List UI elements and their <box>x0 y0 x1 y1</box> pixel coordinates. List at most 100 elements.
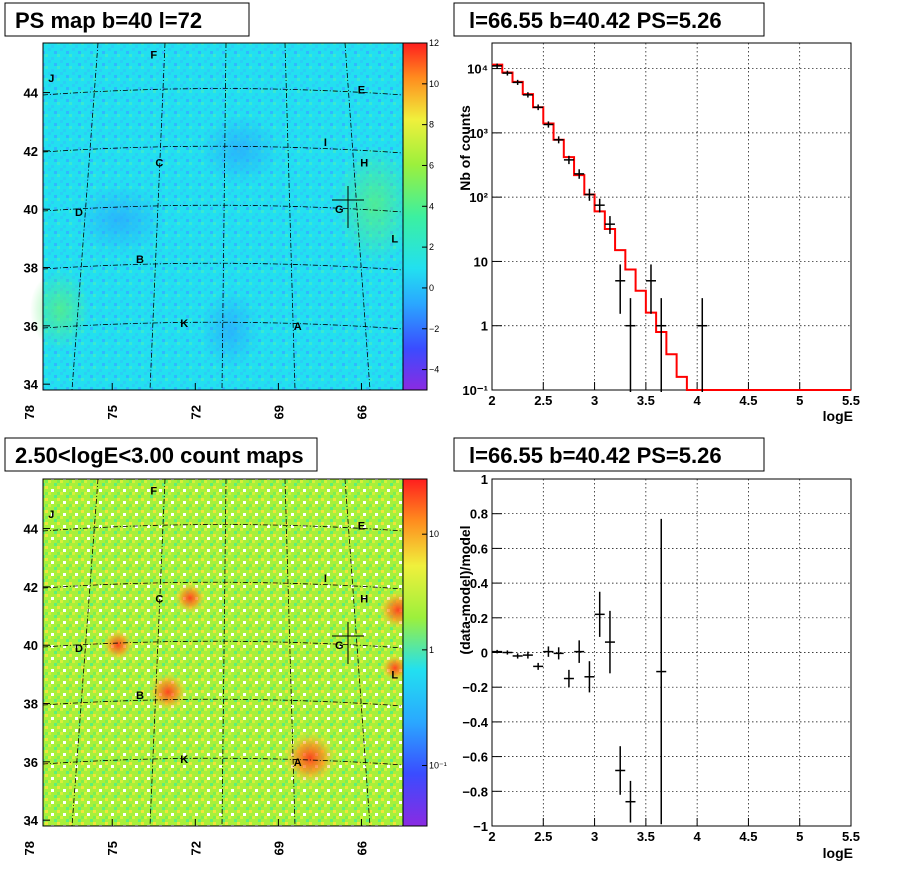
source-label: I <box>324 137 327 149</box>
latitude-line <box>42 262 404 271</box>
spectrum-y-label: Nb of counts <box>457 105 473 191</box>
source-label: B <box>136 690 144 702</box>
colorbar-tick-label: 0 <box>429 283 434 293</box>
x-tick-label: 66 <box>354 841 369 855</box>
count-map-hotspot <box>102 629 134 661</box>
count-map-colorbar-ticks: 10 1 10⁻¹ <box>422 529 447 771</box>
spectrum-title: l=66.55 b=40.42 PS=5.26 <box>469 8 722 33</box>
y-tick-label: −0.2 <box>462 680 488 695</box>
data-point <box>584 188 595 201</box>
y-tick-label: 42 <box>24 144 38 159</box>
longitude-line <box>221 42 227 391</box>
colorbar-tick-label: 12 <box>429 38 439 48</box>
residual-point <box>512 653 523 659</box>
ps-map-blue-region <box>200 290 260 370</box>
residual-ticks: 2 2.5 3 3.5 4 4.5 5 5.5 1 0.8 0.6 0.4 0.2 0 −0.2 −0.4 −0… <box>462 472 860 844</box>
spectrum-x-label: logE <box>823 408 853 424</box>
source-label: K <box>180 754 188 766</box>
ps-map-coord-grid <box>42 42 404 391</box>
residual-x-label: logE <box>823 845 853 861</box>
residual-point <box>533 662 544 670</box>
y-tick-label: 10⁴ <box>467 62 488 77</box>
x-tick-label: 4 <box>694 829 702 844</box>
ps-map-green-region <box>30 270 90 350</box>
latitude-line <box>42 88 404 96</box>
data-point <box>563 155 574 165</box>
source-label: C <box>155 594 163 606</box>
residual-title-box <box>453 437 765 472</box>
residual-point <box>522 651 533 659</box>
y-tick-label: −0.4 <box>462 715 488 730</box>
y-tick-label: −0.8 <box>462 784 488 799</box>
residual-point <box>594 591 605 637</box>
ps-map-colorbar-frame <box>402 42 428 391</box>
ps-map-colorbar <box>403 43 427 390</box>
y-tick-label: 10² <box>469 190 488 205</box>
count-map-coord-grid <box>42 478 404 827</box>
x-tick-label: 2.5 <box>534 829 552 844</box>
x-tick-label: 2 <box>488 829 495 844</box>
colorbar-tick-label: 8 <box>429 120 434 130</box>
latitude-line <box>42 321 404 330</box>
longitude-line <box>71 42 99 391</box>
data-point <box>512 79 523 85</box>
source-label: H <box>360 158 368 170</box>
data-point <box>645 264 656 314</box>
y-tick-label: 38 <box>24 697 38 712</box>
x-tick-label: 78 <box>22 841 37 855</box>
x-tick-label: 69 <box>271 841 286 855</box>
data-point <box>553 136 564 144</box>
latitude-line <box>42 698 404 707</box>
x-tick-label: 5.5 <box>842 393 860 408</box>
y-tick-label: 44 <box>24 86 39 101</box>
x-tick-label: 72 <box>188 405 203 419</box>
source-label: K <box>180 318 188 330</box>
residual-point <box>574 640 585 663</box>
source-label: I <box>324 573 327 585</box>
x-tick-label: 4.5 <box>739 393 757 408</box>
y-tick-label: 36 <box>24 755 38 770</box>
spectrum-model-line <box>492 63 851 391</box>
count-map-hotspot <box>174 582 206 614</box>
count-map-colorbar <box>403 479 427 826</box>
y-tick-label: 38 <box>24 261 38 276</box>
data-point <box>604 216 615 234</box>
colorbar-tick-label: 10 <box>429 529 439 539</box>
count-map-hotspot <box>381 654 409 682</box>
count-map-colorbar-frame <box>402 478 428 827</box>
source-label: D <box>75 643 83 655</box>
x-tick-label: 5 <box>796 829 803 844</box>
source-label: A <box>294 757 302 769</box>
count-map-panel: J F E I H C G D L B K A 10 1 10⁻¹ 78 75 72 69 66 44 42 40 38… <box>4 437 447 855</box>
x-tick-label: 5 <box>796 393 803 408</box>
longitude-line <box>221 478 227 827</box>
y-tick-label: 1 <box>481 319 488 334</box>
y-tick-label: 10⁻¹ <box>462 383 488 398</box>
colorbar-tick-label: 2 <box>429 242 434 252</box>
residual-point <box>543 646 554 657</box>
x-tick-label: 3.5 <box>637 829 655 844</box>
ps-map-y-ticks: 44 42 40 38 36 34 <box>24 86 50 392</box>
y-tick-label: 0.6 <box>470 541 488 556</box>
ps-map-source-labels: J F E I H C G D L B K A <box>48 50 398 333</box>
source-label: J <box>48 509 54 521</box>
data-point <box>492 63 503 69</box>
residual-grid <box>492 479 851 826</box>
y-tick-label: 1 <box>481 472 488 487</box>
y-tick-label: 36 <box>24 319 38 334</box>
data-point <box>543 121 554 128</box>
longitude-line <box>71 478 99 827</box>
residual-point <box>563 669 574 688</box>
residual-point <box>553 647 564 660</box>
residual-y-label: (data-model)/model <box>457 525 473 654</box>
source-label: C <box>155 158 163 170</box>
y-tick-label: 10³ <box>469 126 488 141</box>
count-map-x-ticks: 78 75 72 69 66 <box>22 819 369 855</box>
y-tick-label: 34 <box>24 813 39 828</box>
residual-point <box>492 649 503 654</box>
count-map-y-ticks: 44 42 40 38 36 34 <box>24 522 50 828</box>
y-tick-label: −1 <box>473 819 488 834</box>
data-point <box>615 264 626 314</box>
latitude-line <box>42 145 404 154</box>
